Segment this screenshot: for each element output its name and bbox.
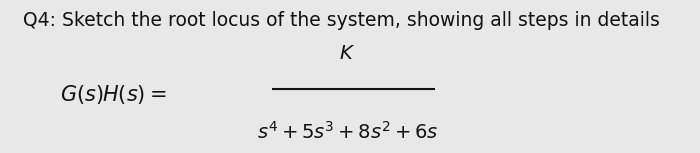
Text: $K$: $K$ [340, 44, 356, 63]
Text: Q4: Sketch the root locus of the system, showing all steps in details: Q4: Sketch the root locus of the system,… [23, 11, 660, 30]
Text: $G(s)H(s) =$: $G(s)H(s) =$ [60, 83, 167, 106]
Text: $s^4+ 5s^3+8s^2+6s$: $s^4+ 5s^3+8s^2+6s$ [257, 121, 438, 143]
